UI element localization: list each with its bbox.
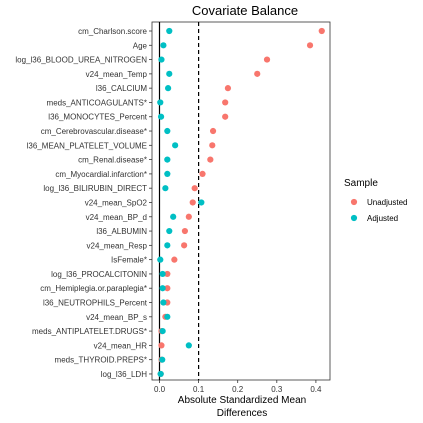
x-axis-title-line-2: Differences <box>217 408 267 419</box>
point-unadjusted <box>224 85 232 92</box>
y-tick-label: cm_Charlson.score <box>78 27 147 36</box>
y-tick-label: l36_MEAN_PLATELET_VOLUME <box>27 141 147 150</box>
point-unadjusted <box>263 56 271 63</box>
point-adjusted <box>164 170 171 177</box>
point-adjusted <box>160 299 167 306</box>
y-tick-label: meds_ANTIPLATELET.DRUGS* <box>32 327 147 336</box>
point-adjusted <box>157 113 165 120</box>
y-tick-label: l36_MONOCYTES_Percent <box>48 113 147 122</box>
point-unadjusted <box>199 170 206 177</box>
x-tick-label: 0.1 <box>193 385 205 394</box>
point-unadjusted <box>164 270 171 278</box>
point-unadjusted <box>306 42 314 49</box>
point-unadjusted <box>207 156 214 163</box>
point-adjusted <box>166 227 173 235</box>
point-adjusted <box>159 356 166 363</box>
point-unadjusted <box>181 242 188 249</box>
point-unadjusted <box>191 185 198 192</box>
y-tick-label: cm_Cerebrovascular.disease* <box>41 127 147 136</box>
point-adjusted <box>198 199 205 206</box>
point-adjusted <box>157 99 164 106</box>
point-adjusted <box>157 370 164 378</box>
y-tick-label: l36_CALCIUM <box>96 84 147 93</box>
point-unadjusted <box>171 256 178 263</box>
legend-title: Sample <box>344 178 378 189</box>
point-unadjusted <box>185 213 192 220</box>
point-unadjusted <box>222 99 229 106</box>
y-tick-label: log_l36_PROCALCITONIN <box>51 270 147 279</box>
y-tick-label: cm_Renal.disease* <box>78 156 147 165</box>
legend-label-adjusted: Adjusted <box>367 214 398 223</box>
point-adjusted <box>166 27 173 35</box>
y-tick-label: log_l36_BILIRUBIN_DIRECT <box>43 184 147 193</box>
y-tick-label: l36_ALBUMIN <box>96 227 147 236</box>
point-unadjusted <box>181 227 189 235</box>
point-adjusted <box>158 56 165 63</box>
y-tick-label: cm_Myocardial.infarction* <box>55 170 147 179</box>
x-axis-title-line-1: Absolute Standardized Mean <box>178 395 306 406</box>
point-adjusted <box>159 270 166 278</box>
point-adjusted <box>159 285 166 292</box>
y-tick-label: log_l36_BLOOD_UREA_NITROGEN <box>15 56 147 65</box>
y-tick-label: v24_mean_SpO2 <box>85 198 148 207</box>
x-axis: 0.0 0.1 0.2 0.3 0.4 <box>154 380 322 394</box>
x-tick-label: 0.3 <box>271 385 283 394</box>
plot-area <box>151 21 331 381</box>
point-adjusted <box>162 185 169 192</box>
point-adjusted <box>185 342 192 349</box>
x-tick-label: 0.0 <box>154 385 166 394</box>
point-adjusted <box>164 313 171 320</box>
legend: Sample Unadjusted Adjusted <box>344 178 407 223</box>
y-axis: cm_Charlson.score Age log_l36_BLOOD_UREA_N… <box>15 27 152 379</box>
point-adjusted <box>170 213 177 220</box>
point-unadjusted <box>164 285 171 292</box>
x-tick-label: 0.2 <box>232 385 244 394</box>
y-tick-label: l36_NEUTROPHILS_Percent <box>43 299 148 308</box>
point-unadjusted <box>318 27 325 35</box>
y-tick-label: v24_mean_Resp <box>87 241 148 250</box>
y-tick-label: IsFemale* <box>111 256 147 265</box>
legend-key-adjusted <box>350 214 358 222</box>
legend-key-unadjusted <box>350 198 358 206</box>
chart-title: Covariate Balance <box>192 3 298 18</box>
y-tick-label: v24_mean_HR <box>94 341 148 350</box>
point-adjusted <box>165 85 172 92</box>
y-tick-label: v24_mean_Temp <box>86 70 148 79</box>
point-unadjusted <box>209 142 216 149</box>
point-adjusted <box>160 42 167 49</box>
x-tick-label: 0.4 <box>310 385 322 394</box>
y-tick-label: Age <box>133 41 148 50</box>
point-unadjusted <box>189 199 196 206</box>
point-unadjusted <box>254 70 261 77</box>
point-unadjusted <box>209 127 217 135</box>
y-tick-label: log_l36_LDH <box>101 370 147 379</box>
point-adjusted <box>164 156 171 163</box>
y-tick-label: meds_THYROID.PREPS* <box>55 356 147 365</box>
legend-label-unadjusted: Unadjusted <box>367 198 407 207</box>
point-adjusted <box>164 127 171 135</box>
y-tick-label: v24_mean_BP_d <box>86 213 147 222</box>
point-adjusted <box>164 242 171 249</box>
y-tick-label: v24_mean_BP_s <box>86 313 147 322</box>
point-unadjusted <box>222 113 229 120</box>
point-adjusted <box>159 327 166 335</box>
y-tick-label: cm_Hemiplegia.or.paraplegia* <box>40 284 147 293</box>
point-adjusted <box>166 70 173 77</box>
point-unadjusted <box>158 342 165 349</box>
point-adjusted <box>157 256 164 263</box>
point-adjusted <box>172 142 179 149</box>
y-tick-label: meds_ANTICOAGULANTS* <box>47 98 147 107</box>
panel-border <box>151 21 331 381</box>
